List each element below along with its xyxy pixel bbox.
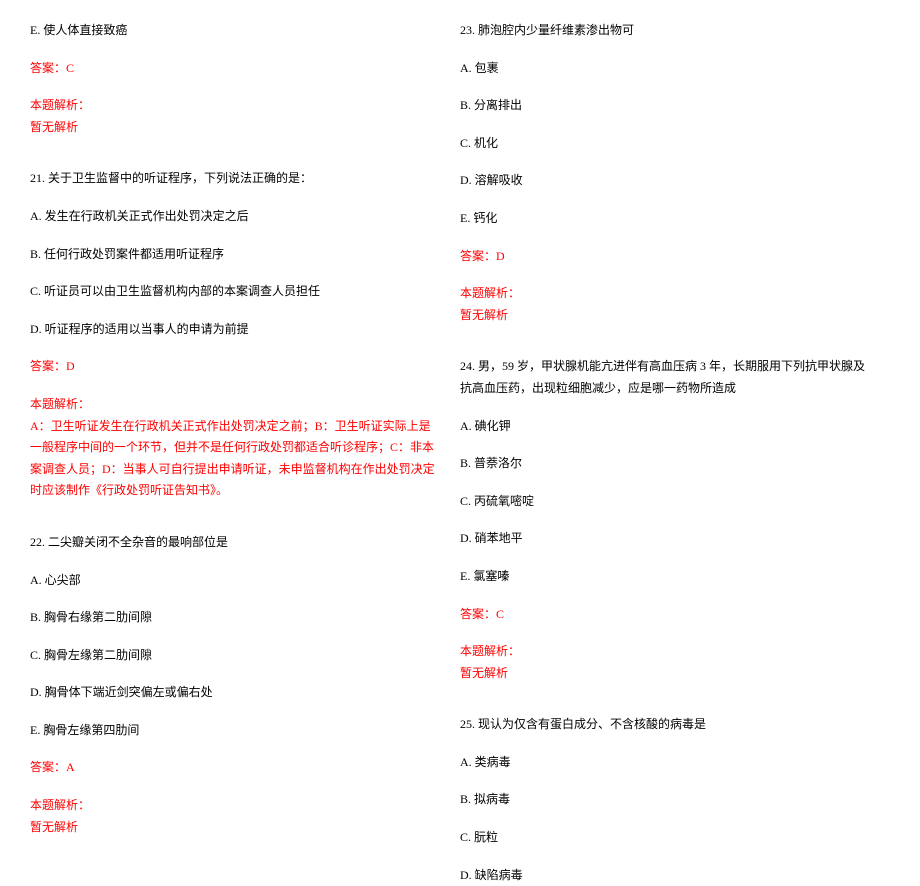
q23-analysis-none: 暂无解析 — [460, 305, 870, 327]
q24-stem: 24. 男，59 岁，甲状腺机能亢进伴有高血压病 3 年，长期服用下列抗甲状腺及… — [460, 356, 870, 399]
q22-stem: 22. 二尖瓣关闭不全杂音的最响部位是 — [30, 532, 440, 554]
q22-option-d: D. 胸骨体下端近剑突偏左或偏右处 — [30, 682, 440, 704]
q20-analysis-none: 暂无解析 — [30, 117, 440, 139]
q25-stem: 25. 现认为仅含有蛋白成分、不含核酸的病毒是 — [460, 714, 870, 736]
q23-option-b: B. 分离排出 — [460, 95, 870, 117]
q21-option-a: A. 发生在行政机关正式作出处罚决定之后 — [30, 206, 440, 228]
left-column: E. 使人体直接致癌 答案：C 本题解析： 暂无解析 21. 关于卫生监督中的听… — [30, 20, 460, 631]
q22-analysis-none: 暂无解析 — [30, 817, 440, 839]
q22-option-c: C. 胸骨左缘第二肋间隙 — [30, 645, 440, 667]
q24-analysis-none: 暂无解析 — [460, 663, 870, 685]
q25-option-d: D. 缺陷病毒 — [460, 865, 870, 886]
q23-analysis-label: 本题解析： — [460, 283, 870, 305]
q22-option-b: B. 胸骨右缘第二肋间隙 — [30, 607, 440, 629]
q24-option-e: E. 氯塞嗪 — [460, 566, 870, 588]
q22-analysis-label: 本题解析： — [30, 795, 440, 817]
q24-option-a: A. 碘化钾 — [460, 416, 870, 438]
q24-option-b: B. 普萘洛尔 — [460, 453, 870, 475]
q25-option-b: B. 拟病毒 — [460, 789, 870, 811]
q22-answer: 答案：A — [30, 757, 440, 779]
right-column: 23. 肺泡腔内少量纤维素渗出物可 A. 包裹 B. 分离排出 C. 机化 D.… — [460, 20, 890, 631]
q21-option-d: D. 听证程序的适用以当事人的申请为前提 — [30, 319, 440, 341]
q20-analysis-label: 本题解析： — [30, 95, 440, 117]
q23-answer: 答案：D — [460, 246, 870, 268]
q25-option-a: A. 类病毒 — [460, 752, 870, 774]
q21-option-c: C. 听证员可以由卫生监督机构内部的本案调查人员担任 — [30, 281, 440, 303]
q24-answer: 答案：C — [460, 604, 870, 626]
q24-option-d: D. 硝苯地平 — [460, 528, 870, 550]
q22-option-e: E. 胸骨左缘第四肋间 — [30, 720, 440, 742]
q25-option-c: C. 朊粒 — [460, 827, 870, 849]
q23-option-a: A. 包裹 — [460, 58, 870, 80]
q22-option-a: A. 心尖部 — [30, 570, 440, 592]
q21-analysis-label: 本题解析： — [30, 394, 440, 416]
q20-answer: 答案：C — [30, 58, 440, 80]
q23-stem: 23. 肺泡腔内少量纤维素渗出物可 — [460, 20, 870, 42]
q24-option-c: C. 丙硫氧嘧啶 — [460, 491, 870, 513]
q23-option-c: C. 机化 — [460, 133, 870, 155]
q21-analysis-text: A：卫生听证发生在行政机关正式作出处罚决定之前；B：卫生听证实际上是一般程序中间… — [30, 416, 440, 502]
q21-answer: 答案：D — [30, 356, 440, 378]
q23-option-d: D. 溶解吸收 — [460, 170, 870, 192]
q21-option-b: B. 任何行政处罚案件都适用听证程序 — [30, 244, 440, 266]
q21-stem: 21. 关于卫生监督中的听证程序，下列说法正确的是： — [30, 168, 440, 190]
q20-option-e: E. 使人体直接致癌 — [30, 20, 440, 42]
q24-analysis-label: 本题解析： — [460, 641, 870, 663]
q23-option-e: E. 钙化 — [460, 208, 870, 230]
